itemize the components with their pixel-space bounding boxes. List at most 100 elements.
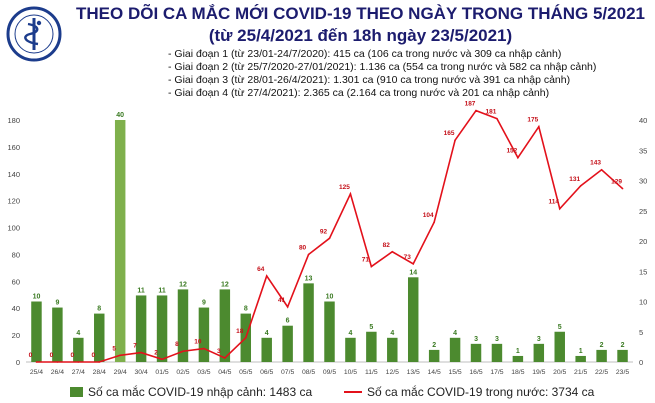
bar-imported: [261, 337, 272, 362]
line-value-label: 0: [91, 352, 95, 359]
bar-value-label: 9: [202, 300, 206, 307]
y-left-tick-label: 20: [12, 331, 20, 340]
line-value-label: 143: [590, 160, 601, 167]
line-point: [496, 117, 498, 120]
bar-value-label: 9: [55, 300, 59, 307]
line-point: [224, 357, 226, 359]
line-point: [517, 156, 519, 159]
stage-line-1: - Giai đoạn 1 (từ 23/01-24/7/2020): 415 …: [168, 48, 562, 60]
bar-value-label: 5: [369, 324, 373, 331]
y-right-tick-label: 40: [639, 116, 647, 125]
x-tick-label: 27/4: [72, 369, 85, 376]
line-point: [307, 253, 310, 256]
bar-value-label: 4: [453, 330, 457, 337]
line-point: [558, 207, 561, 210]
line-point: [140, 351, 142, 354]
line-point: [412, 263, 415, 265]
bar-value-label: 5: [558, 324, 562, 331]
line-point: [182, 350, 184, 353]
bar-imported: [219, 289, 231, 362]
line-point: [454, 139, 456, 141]
x-tick-label: 16/5: [469, 369, 482, 376]
bar-imported: [114, 120, 126, 362]
x-tick-label: 09/5: [323, 369, 336, 376]
line-point: [98, 361, 101, 363]
bar-value-label: 40: [116, 112, 124, 119]
bar-value-label: 1: [579, 348, 583, 355]
bar-value-label: 2: [432, 342, 436, 349]
bar-value-label: 4: [390, 330, 394, 337]
bar-value-label: 3: [495, 336, 499, 343]
bar-imported: [52, 307, 63, 362]
line-value-label: 181: [486, 109, 497, 116]
line-value-label: 165: [444, 130, 455, 137]
bar-value-label: 2: [600, 342, 604, 349]
y-left-tick-label: 160: [7, 143, 20, 152]
y-left-tick-label: 120: [7, 197, 20, 206]
x-tick-label: 20/5: [553, 369, 566, 376]
line-point: [328, 237, 331, 240]
line-point: [35, 361, 38, 363]
line-value-label: 7: [133, 343, 137, 350]
bar-imported: [198, 307, 210, 362]
line-point: [600, 168, 603, 171]
x-tick-label: 08/5: [302, 369, 315, 376]
x-tick-label: 04/5: [218, 369, 231, 376]
line-value-label: 104: [423, 212, 434, 219]
y-right-tick-label: 15: [639, 267, 647, 276]
x-tick-label: 23/5: [616, 369, 629, 376]
bar-value-label: 11: [158, 287, 166, 294]
line-point: [119, 354, 121, 357]
stage-line-3: - Giai đoạn 3 (từ 28/01-26/4/2021): 1.30…: [168, 74, 571, 86]
line-point: [433, 221, 435, 223]
x-tick-label: 21/5: [574, 369, 587, 376]
line-point: [286, 306, 289, 308]
x-tick-label: 22/5: [595, 369, 608, 376]
line-value-label: 125: [339, 184, 350, 191]
line-point: [265, 275, 268, 277]
bar-imported: [156, 295, 168, 362]
y-left-tick-label: 40: [12, 304, 20, 313]
x-tick-label: 10/5: [344, 369, 357, 376]
line-value-label: 3: [217, 348, 221, 355]
line-value-label: 129: [611, 179, 622, 186]
bar-imported: [94, 313, 105, 362]
line-value-label: 0: [71, 352, 75, 359]
bar-value-label: 12: [179, 281, 187, 288]
bar-imported: [596, 349, 607, 362]
y-left-tick-label: 180: [7, 116, 20, 125]
bar-imported: [554, 331, 565, 362]
bar-imported: [407, 277, 419, 362]
bar-value-label: 8: [244, 306, 248, 313]
line-value-label: 80: [299, 244, 307, 251]
y-right-tick-label: 5: [639, 328, 643, 337]
y-left-tick-label: 60: [12, 277, 20, 286]
legend-line-swatch: [344, 391, 362, 393]
bar-imported: [345, 337, 356, 362]
line-point: [349, 193, 352, 195]
bar-imported: [303, 283, 314, 362]
x-tick-label: 05/5: [239, 369, 252, 376]
x-tick-label: 18/5: [511, 369, 524, 376]
x-tick-label: 26/4: [51, 369, 64, 376]
bar-imported: [387, 337, 398, 362]
line-point: [538, 125, 540, 128]
bar-imported: [470, 343, 482, 362]
stage-line-4: - Giai đoạn 4 (từ 27/4/2021): 2.365 ca (…: [168, 87, 550, 99]
y-left-tick-label: 140: [7, 170, 20, 179]
y-right-tick-label: 25: [639, 207, 647, 216]
bar-imported: [177, 289, 189, 362]
bar-value-label: 4: [76, 330, 80, 337]
x-tick-label: 03/5: [197, 369, 210, 376]
x-tick-label: 07/5: [281, 369, 294, 376]
bar-value-label: 10: [326, 294, 334, 301]
bar-imported: [533, 343, 545, 362]
chart-title: THEO DÕI CA MẮC MỚI COVID-19 THEO NGÀY T…: [76, 4, 645, 23]
line-point: [77, 361, 80, 363]
line-value-label: 10: [194, 339, 202, 346]
line-value-label: 152: [506, 148, 517, 155]
line-point: [161, 358, 163, 361]
bar-imported: [31, 301, 42, 362]
bar-imported: [73, 337, 84, 362]
x-tick-label: 02/5: [176, 369, 189, 376]
